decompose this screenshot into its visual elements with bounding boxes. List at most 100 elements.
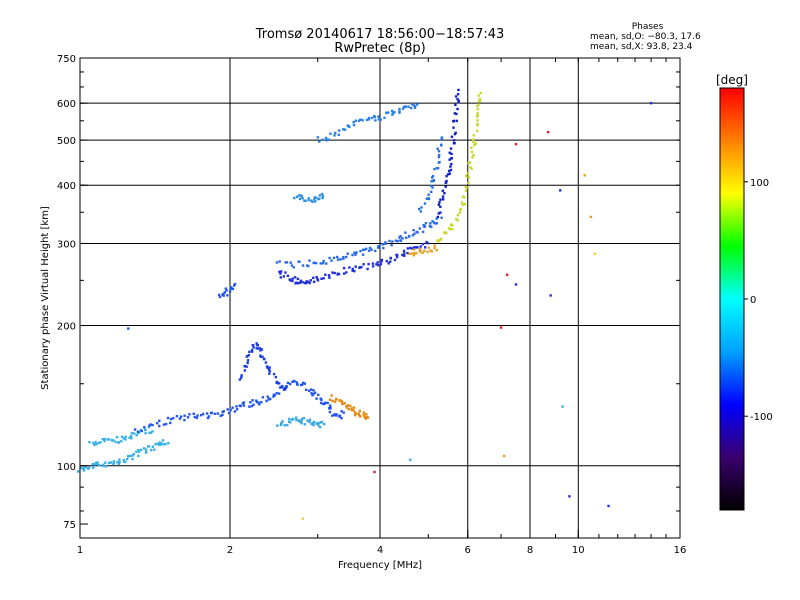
data-point bbox=[448, 169, 451, 173]
data-point bbox=[278, 386, 282, 389]
data-point bbox=[144, 448, 148, 451]
data-point bbox=[257, 401, 260, 404]
data-point bbox=[395, 253, 399, 257]
data-point bbox=[476, 123, 479, 127]
data-point bbox=[346, 252, 349, 255]
data-point bbox=[380, 260, 383, 263]
data-point bbox=[227, 411, 231, 415]
data-point bbox=[298, 281, 302, 285]
data-point bbox=[363, 416, 366, 419]
data-point bbox=[435, 248, 439, 252]
data-point bbox=[387, 262, 390, 265]
data-point bbox=[255, 342, 258, 345]
data-point bbox=[151, 445, 155, 448]
data-point bbox=[469, 161, 472, 164]
data-point bbox=[583, 174, 586, 177]
data-point bbox=[296, 277, 300, 281]
data-point bbox=[440, 143, 443, 146]
data-point bbox=[316, 279, 320, 282]
data-point bbox=[137, 450, 141, 453]
data-point bbox=[95, 442, 98, 446]
data-point bbox=[202, 412, 205, 416]
data-point bbox=[387, 111, 390, 114]
data-point bbox=[327, 274, 331, 277]
x-axis-label: Frequency [MHz] bbox=[338, 560, 422, 571]
data-point bbox=[317, 424, 320, 427]
data-point bbox=[457, 99, 460, 103]
data-point bbox=[116, 461, 119, 464]
data-point bbox=[155, 421, 159, 425]
data-point bbox=[200, 413, 203, 417]
data-point bbox=[297, 419, 300, 422]
data-point bbox=[329, 132, 332, 135]
data-point bbox=[337, 272, 341, 276]
data-point bbox=[418, 247, 422, 251]
data-point bbox=[186, 416, 190, 419]
data-point bbox=[166, 416, 170, 420]
data-point bbox=[159, 443, 162, 446]
data-point bbox=[328, 276, 331, 279]
data-point bbox=[377, 115, 380, 118]
data-point bbox=[427, 246, 431, 249]
data-point bbox=[328, 410, 332, 414]
data-point bbox=[312, 392, 315, 396]
data-point bbox=[248, 405, 251, 408]
data-point bbox=[456, 219, 459, 222]
data-point bbox=[398, 107, 401, 111]
data-point bbox=[210, 411, 213, 414]
data-point bbox=[329, 407, 332, 410]
data-point bbox=[546, 130, 550, 134]
data-point bbox=[107, 461, 111, 465]
data-point bbox=[219, 414, 222, 417]
data-point bbox=[243, 369, 247, 372]
data-point bbox=[337, 133, 340, 136]
data-point bbox=[132, 432, 136, 435]
data-point bbox=[273, 394, 277, 397]
data-point bbox=[439, 198, 442, 201]
data-point bbox=[568, 495, 571, 498]
data-point bbox=[324, 136, 328, 140]
data-point bbox=[476, 108, 479, 111]
data-point bbox=[291, 380, 294, 383]
data-point bbox=[405, 236, 408, 239]
data-point bbox=[391, 113, 394, 116]
data-point bbox=[225, 289, 228, 292]
data-point bbox=[178, 417, 182, 420]
data-point bbox=[439, 205, 442, 208]
data-point bbox=[316, 136, 320, 139]
data-point bbox=[436, 215, 440, 219]
data-point bbox=[359, 415, 362, 418]
data-point bbox=[374, 119, 377, 122]
data-point bbox=[333, 134, 336, 137]
data-point bbox=[450, 135, 454, 138]
data-point bbox=[446, 173, 450, 176]
data-point bbox=[390, 243, 393, 247]
data-point bbox=[472, 138, 475, 141]
data-point bbox=[462, 196, 466, 199]
data-point bbox=[325, 262, 328, 265]
data-point bbox=[313, 391, 317, 394]
data-point bbox=[470, 146, 473, 150]
data-point bbox=[465, 174, 468, 178]
data-point bbox=[318, 425, 322, 429]
data-point bbox=[213, 412, 216, 416]
data-point bbox=[255, 347, 258, 350]
data-point bbox=[319, 262, 322, 265]
colorbar-bar bbox=[719, 87, 745, 511]
data-point bbox=[453, 112, 457, 115]
data-point bbox=[137, 448, 140, 452]
data-point bbox=[321, 195, 325, 198]
data-point bbox=[435, 222, 438, 225]
data-point bbox=[472, 153, 475, 157]
data-point bbox=[353, 251, 356, 254]
data-point bbox=[412, 246, 416, 250]
data-point bbox=[266, 395, 270, 398]
data-point bbox=[255, 400, 259, 404]
data-point bbox=[429, 184, 433, 188]
data-point bbox=[296, 282, 300, 285]
data-point bbox=[433, 244, 437, 247]
data-point bbox=[435, 166, 439, 170]
data-point bbox=[373, 470, 376, 474]
data-point bbox=[311, 393, 314, 397]
